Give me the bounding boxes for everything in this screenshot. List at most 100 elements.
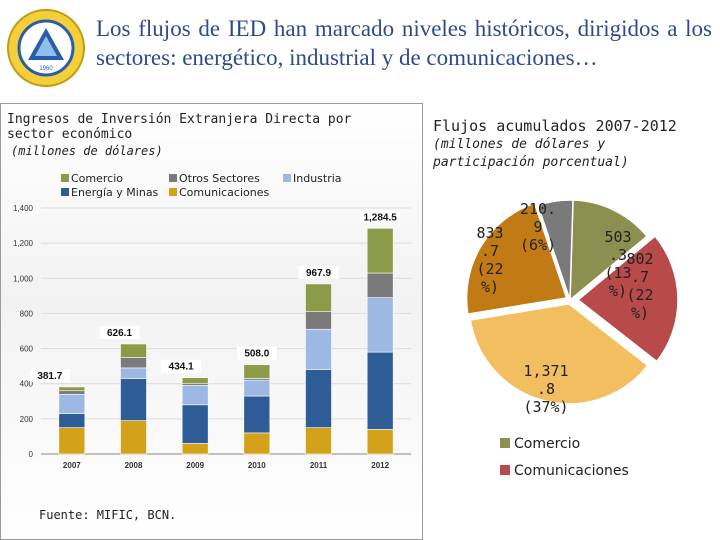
bar-segment-otros-2007 bbox=[58, 390, 86, 395]
pie-slice-slice-2 bbox=[469, 303, 649, 405]
bar-chart-panel: Ingresos de Inversión Extranjera Directa… bbox=[0, 103, 423, 540]
pie-legend-label-comercio: Comercio bbox=[514, 436, 581, 452]
pie-data-label-2: 1,371.8 (37%) bbox=[523, 362, 568, 416]
x-tick-label-2007: 2007 bbox=[63, 461, 81, 470]
pie-chart-subtitle-line1: (millones de dólares y bbox=[433, 137, 606, 152]
bar-chart-title-line1: Ingresos de Inversión Extranjera Directa… bbox=[7, 112, 352, 127]
y-tick-label: 1,000 bbox=[13, 274, 34, 283]
pie-legend-swatch-comercio bbox=[500, 438, 510, 448]
bar-legend-label-comunicaciones: Comunicaciones bbox=[179, 186, 269, 199]
total-label-bg-2007 bbox=[29, 368, 70, 382]
seal-logo: 1960 bbox=[7, 9, 85, 87]
pie-data-label-line: %) bbox=[609, 282, 627, 300]
pie-data-label-line: (13 bbox=[604, 264, 631, 282]
bar-segment-industria-2012 bbox=[366, 297, 394, 353]
y-tick-label: 200 bbox=[20, 415, 34, 424]
bar-segment-otros-2012 bbox=[366, 272, 394, 298]
bar-segment-comercio-2010 bbox=[243, 364, 271, 379]
seal-year: 1960 bbox=[39, 66, 53, 72]
bar-segment-comunicaciones-2012 bbox=[366, 429, 394, 455]
pie-chart-title: Flujos acumulados 2007-2012 bbox=[433, 117, 677, 135]
bar-segment-energia-2009 bbox=[181, 404, 209, 444]
bar-legend-swatch-industria bbox=[283, 174, 291, 182]
bar-legend-label-energia: Energía y Minas bbox=[71, 186, 159, 199]
bar-legend-label-industria: Industria bbox=[293, 172, 342, 185]
total-label-2010: 508.0 bbox=[244, 349, 269, 360]
bar-segment-otros-2008 bbox=[120, 357, 147, 369]
pie-data-label-line: 833 bbox=[476, 224, 503, 242]
bar-segment-energia-2012 bbox=[366, 351, 394, 430]
pie-data-label-line: .7 bbox=[481, 242, 499, 260]
pie-data-label-line: (22 bbox=[476, 260, 503, 278]
bar-segment-energia-2011 bbox=[305, 369, 332, 428]
bar-segment-comunicaciones-2008 bbox=[120, 420, 147, 455]
total-label-bg-2008 bbox=[99, 325, 140, 339]
y-tick-label: 800 bbox=[20, 309, 34, 318]
y-tick-label: 0 bbox=[29, 450, 34, 459]
x-tick-label-2010: 2010 bbox=[248, 461, 266, 470]
bar-segment-comercio-2008 bbox=[120, 343, 147, 358]
bar-legend-swatch-energia bbox=[61, 188, 69, 196]
pie-data-label-4: 210. 9 (6%) bbox=[520, 200, 556, 254]
slide-title: Los flujos de IED han marcado niveles hi… bbox=[96, 16, 712, 70]
pie-data-label-line: 210. bbox=[520, 200, 556, 218]
bar-segment-comunicaciones-2007 bbox=[58, 427, 86, 455]
pie-chart-subtitle: (millones de dólares y participación por… bbox=[433, 136, 629, 172]
total-label-2011: 967.9 bbox=[306, 268, 331, 279]
pie-data-label-line: 1,371 bbox=[523, 362, 568, 380]
pie-data-label-line: .8 bbox=[537, 380, 555, 398]
x-tick-label-2012: 2012 bbox=[371, 461, 389, 470]
pie-legend-item-comunicaciones: Comunicaciones bbox=[500, 463, 629, 479]
total-label-bg-2011 bbox=[298, 265, 339, 279]
pie-data-label-line: 503 bbox=[604, 228, 631, 246]
pie-data-label-line: (6%) bbox=[520, 236, 556, 254]
y-tick-label: 1,200 bbox=[13, 239, 34, 248]
bar-legend-swatch-comunicaciones bbox=[169, 188, 177, 196]
y-tick-label: 1,400 bbox=[13, 204, 34, 213]
pie-legend-item-comercio: Comercio bbox=[500, 436, 580, 452]
bar-legend-swatch-otros bbox=[169, 174, 177, 182]
pie-data-label-line: (37%) bbox=[523, 398, 568, 416]
pie-data-label-line: 9 bbox=[533, 218, 542, 236]
pie-legend-label-comunicaciones: Comunicaciones bbox=[514, 463, 629, 479]
pie-slice-slice-3 bbox=[465, 202, 568, 315]
y-tick-label: 600 bbox=[20, 345, 34, 354]
bar-legend-swatch-comercio bbox=[61, 174, 69, 182]
total-label-2012: 1,284.5 bbox=[363, 212, 397, 223]
bar-segment-comercio-2012 bbox=[366, 227, 394, 274]
pie-slice-comunicaciones bbox=[576, 235, 679, 363]
pie-slice-slice-4 bbox=[537, 199, 574, 301]
bar-chart-title-line2: sector económico bbox=[7, 127, 133, 142]
pie-data-label-line: .7 bbox=[631, 268, 649, 286]
bar-segment-comunicaciones-2009 bbox=[181, 443, 209, 455]
bar-segment-comercio-2009 bbox=[181, 377, 209, 385]
bar-segment-industria-2010 bbox=[243, 379, 271, 397]
bar-segment-comercio-2007 bbox=[58, 386, 86, 392]
bar-chart-subtitle: (millones de dólares) bbox=[11, 144, 163, 158]
bar-segment-industria-2008 bbox=[120, 367, 147, 379]
pie-data-label-1: 802.7 (22%) bbox=[626, 250, 653, 322]
pie-legend-swatch-comunicaciones bbox=[500, 465, 510, 475]
bar-segment-comunicaciones-2010 bbox=[243, 432, 271, 455]
x-tick-label-2009: 2009 bbox=[186, 461, 204, 470]
bar-chart-title: Ingresos de Inversión Extranjera Directa… bbox=[7, 112, 351, 142]
total-label-2007: 381.7 bbox=[37, 371, 62, 382]
pie-data-label-line: %) bbox=[631, 304, 649, 322]
bar-segment-energia-2007 bbox=[58, 413, 86, 428]
pie-slice-comercio bbox=[569, 199, 649, 302]
pie-data-label-line: .3 bbox=[609, 246, 627, 264]
total-label-bg-2009 bbox=[161, 359, 202, 373]
y-tick-label: 400 bbox=[20, 380, 34, 389]
bar-segment-industria-2007 bbox=[58, 393, 86, 414]
pie-data-label-3: 833.7 (22%) bbox=[476, 224, 503, 296]
x-tick-label-2008: 2008 bbox=[125, 461, 143, 470]
bar-segment-industria-2011 bbox=[305, 328, 332, 370]
bar-segment-energia-2010 bbox=[243, 395, 271, 434]
bar-legend-label-comercio: Comercio bbox=[71, 172, 123, 185]
pie-data-label-line: %) bbox=[481, 278, 499, 296]
bar-legend-label-otros: Otros Sectores bbox=[179, 172, 260, 185]
bar-segment-industria-2009 bbox=[181, 385, 209, 406]
x-tick-label-2011: 2011 bbox=[310, 461, 328, 470]
stacked-bar-chart: Comercio Otros Sectores Industria Energía y… bbox=[13, 172, 411, 470]
pie-data-label-line: 802 bbox=[626, 250, 653, 268]
